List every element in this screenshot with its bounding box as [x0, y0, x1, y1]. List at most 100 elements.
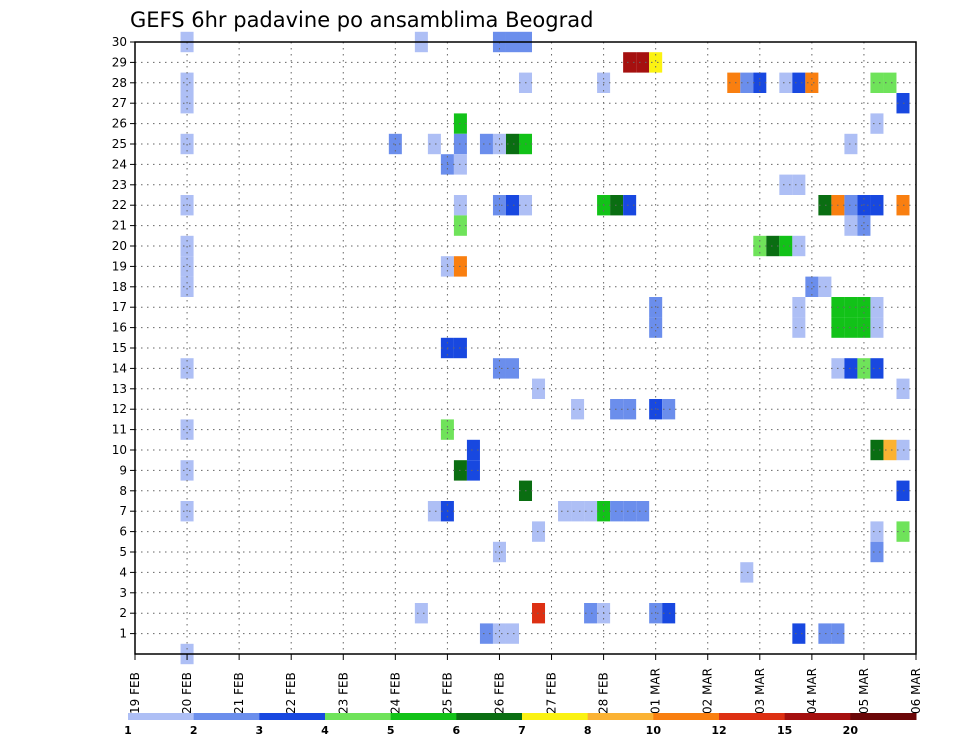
y-tick-label: 5	[119, 545, 127, 559]
y-tick-label: 2	[119, 606, 127, 620]
y-tick-label: 26	[112, 117, 127, 131]
y-tick-label: 25	[112, 137, 127, 151]
x-tick-label: 21 FEB	[232, 672, 246, 714]
precip-cell	[505, 195, 519, 216]
precip-cell	[844, 215, 858, 236]
y-tick-label: 13	[112, 382, 127, 396]
precip-cell	[883, 439, 897, 461]
legend-label: 2	[190, 724, 198, 737]
precip-cell	[571, 501, 585, 522]
x-tick-label: 20 FEB	[180, 672, 194, 714]
precip-cell	[896, 378, 910, 399]
legend-swatch	[193, 713, 260, 720]
x-axis: 19 FEB 20 FEB 21 FEB 22 FEB 23 FEB 24 FEB 25 F…	[128, 654, 923, 714]
precip-cell	[414, 603, 428, 624]
precip-cell	[623, 195, 637, 216]
precip-cell	[492, 623, 506, 644]
precip-cell	[571, 399, 585, 420]
y-tick-label: 15	[112, 341, 127, 355]
legend-label: 4	[321, 724, 329, 737]
precip-cell	[584, 501, 598, 522]
legend-label: 10	[646, 724, 662, 737]
precip-cell	[870, 195, 884, 216]
y-tick-label: 22	[112, 198, 127, 212]
precip-cell	[857, 215, 871, 236]
precip-cell	[180, 419, 194, 440]
precip-cell	[818, 276, 832, 297]
precip-cell	[649, 317, 663, 338]
legend-label: 6	[453, 724, 461, 737]
y-tick-label: 30	[112, 35, 127, 49]
precip-cell	[779, 174, 793, 195]
y-tick-label: 20	[112, 239, 127, 253]
precip-cell	[844, 195, 858, 216]
precip-cell	[857, 317, 871, 338]
precip-cell	[857, 358, 871, 379]
y-tick-label: 17	[112, 300, 127, 314]
precip-cell	[427, 501, 441, 522]
legend-swatch	[390, 713, 457, 720]
y-tick-label: 28	[112, 76, 127, 90]
x-tick-label: 02 MAR	[701, 668, 715, 714]
x-tick-label: 04 MAR	[805, 668, 819, 714]
precip-cell	[792, 317, 806, 338]
precip-cell	[766, 235, 780, 257]
legend-label: 3	[256, 724, 264, 737]
y-tick-label: 10	[112, 443, 127, 457]
y-axis: 1234567891011121314151617181920212223242…	[112, 35, 135, 641]
precip-cell	[505, 623, 519, 644]
legend-label: 8	[584, 724, 592, 737]
precip-cell	[623, 52, 637, 73]
legend-swatch	[587, 713, 654, 720]
legend-swatch	[259, 713, 326, 720]
legend-swatch	[456, 713, 523, 720]
x-tick-label: 06 MAR	[909, 668, 923, 714]
y-tick-label: 6	[119, 525, 127, 539]
y-tick-label: 14	[112, 361, 127, 375]
precip-cell	[870, 358, 884, 379]
y-tick-label: 23	[112, 178, 127, 192]
x-tick-label: 28 FEB	[597, 672, 611, 714]
legend-label: 7	[518, 724, 526, 737]
precip-cell	[870, 297, 884, 318]
precip-cell	[180, 460, 194, 481]
y-tick-label: 24	[112, 157, 127, 171]
legend-label: 15	[777, 724, 792, 737]
y-tick-label: 12	[112, 402, 127, 416]
y-tick-label: 3	[119, 586, 127, 600]
precip-cell	[818, 623, 832, 644]
precip-cell	[805, 72, 819, 93]
grid-lines	[135, 41, 916, 654]
legend-swatch	[128, 713, 195, 720]
precip-cell	[870, 521, 884, 542]
precip-cell	[479, 133, 493, 155]
color-legend: 1 2 3 4 5 6 7 8 10 12 15 20	[124, 713, 917, 737]
y-tick-label: 21	[112, 219, 127, 233]
precip-cell	[896, 480, 910, 501]
precip-cell	[492, 358, 506, 379]
precip-cell	[779, 235, 793, 257]
precip-cell	[610, 195, 624, 216]
precip-cell	[896, 93, 910, 114]
precip-cell	[870, 317, 884, 338]
precip-cell	[610, 501, 624, 522]
precip-cell	[727, 72, 741, 93]
precip-cell	[792, 235, 806, 257]
precip-cell	[466, 460, 480, 481]
x-tick-label: 05 MAR	[857, 668, 871, 714]
y-tick-label: 1	[119, 627, 127, 641]
chart-title: GEFS 6hr padavine po ansamblima Beograd	[130, 8, 593, 32]
precip-cell	[896, 521, 910, 542]
precip-cell	[844, 297, 858, 318]
precip-cell	[466, 439, 480, 461]
x-tick-label: 27 FEB	[545, 672, 559, 714]
precip-cell	[636, 52, 650, 73]
x-tick-label: 23 FEB	[336, 672, 350, 714]
precip-cell	[505, 133, 519, 155]
precip-cell	[779, 72, 793, 93]
precip-cell	[532, 521, 546, 542]
x-tick-label: 01 MAR	[649, 668, 663, 714]
y-tick-label: 4	[119, 565, 127, 579]
precip-cell	[792, 623, 806, 644]
legend-label: 1	[124, 724, 132, 737]
